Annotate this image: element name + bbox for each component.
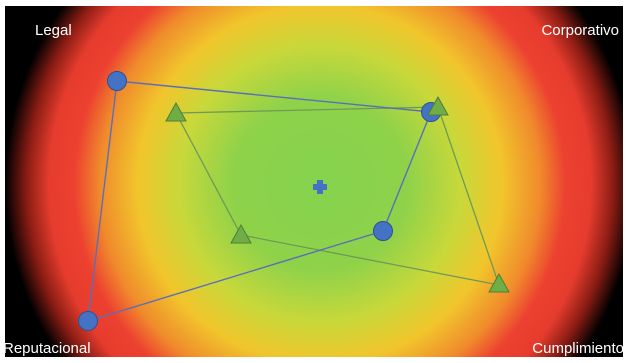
plus-icon: [313, 180, 327, 194]
circle-marker: [78, 311, 98, 331]
triangle-marker: [165, 101, 187, 122]
circle-marker: [107, 71, 127, 91]
triangle-marker: [427, 95, 449, 116]
heat-gradient: [5, 6, 623, 357]
label-reputacional: Reputacional: [3, 340, 91, 357]
triangle-marker: [488, 272, 510, 293]
triangle-marker: [230, 223, 252, 244]
label-legal: Legal: [35, 22, 72, 39]
circle-marker: [373, 221, 393, 241]
label-corporativo: Corporativo: [541, 22, 619, 39]
label-cumplimiento: Cumplimiento: [532, 340, 624, 357]
